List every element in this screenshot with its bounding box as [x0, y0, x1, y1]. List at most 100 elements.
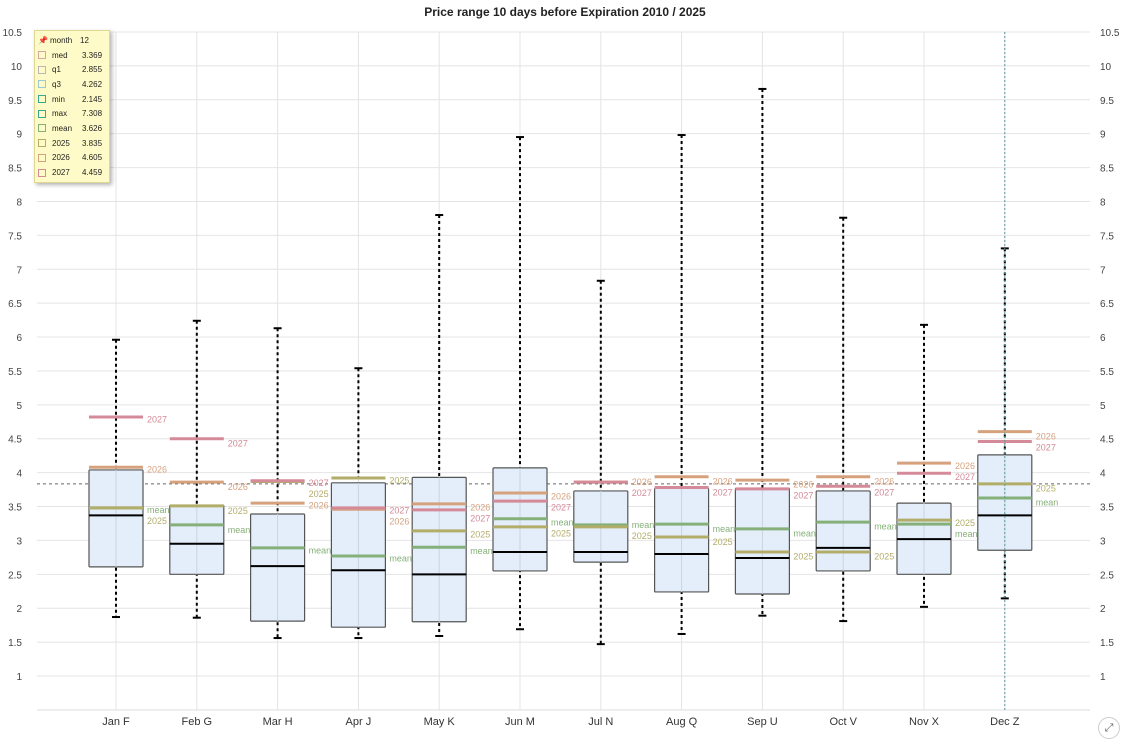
marker-label-2025: 2025	[389, 476, 409, 486]
x-tick-label: Nov X	[909, 716, 940, 728]
marker-label-mean: mean	[1036, 498, 1059, 508]
marker-label-2025: 2025	[955, 518, 975, 528]
y-tick-label-right: 5	[1100, 401, 1106, 412]
legend-row-q3: q3 4.262	[38, 77, 106, 92]
y-tick-label-right: 1	[1100, 672, 1106, 683]
y-tick-label-left: 6	[16, 333, 22, 344]
y-tick-label-right: 4	[1100, 469, 1106, 480]
marker-label-2025: 2025	[713, 537, 733, 547]
pin-icon[interactable]: 📌	[38, 35, 48, 45]
expand-icon[interactable]: ⤢	[1098, 717, 1120, 739]
y-tick-label-left: 4.5	[8, 435, 22, 446]
y-tick-label-left: 10.5	[3, 28, 23, 39]
marker-label-2027: 2027	[389, 505, 409, 515]
legend-value: 3.626	[82, 123, 103, 133]
marker-label-2025: 2025	[309, 489, 329, 499]
y-tick-label-right: 6	[1100, 333, 1106, 344]
legend-row-month: 📌 month 12	[38, 33, 106, 48]
marker-label-2027: 2027	[874, 487, 894, 497]
legend-value: 7.308	[82, 109, 103, 119]
legend-key: q3	[52, 79, 61, 89]
marker-label-2025: 2025	[551, 528, 571, 538]
marker-label-2026: 2026	[147, 464, 167, 474]
y-tick-label-right: 1.5	[1100, 638, 1114, 649]
y-tick-label-left: 8.5	[8, 164, 22, 175]
legend-row-2025: 2025 3.835	[38, 136, 106, 151]
marker-label-2026: 2026	[1036, 431, 1056, 441]
legend-swatch	[38, 109, 46, 118]
legend-key: min	[52, 94, 65, 104]
marker-label-2027: 2027	[228, 439, 248, 449]
y-tick-label-left: 2.5	[8, 570, 22, 581]
legend-key: 2026	[52, 153, 70, 163]
marker-label-2026: 2026	[713, 477, 733, 487]
marker-label-2027: 2027	[793, 491, 813, 501]
y-tick-label-right: 8.5	[1100, 164, 1114, 175]
x-tick-label: Apr J	[346, 716, 372, 728]
y-tick-label-right: 9	[1100, 130, 1106, 141]
y-tick-label-right: 3.5	[1100, 503, 1114, 514]
y-tick-label-right: 9.5	[1100, 96, 1114, 107]
y-tick-label-left: 1	[16, 672, 22, 683]
marker-label-2026: 2026	[389, 516, 409, 526]
legend-row-q1: q1 2.855	[38, 62, 106, 77]
y-tick-label-left: 4	[16, 469, 22, 480]
y-tick-label-left: 1.5	[8, 638, 22, 649]
legend-value: 4.459	[82, 168, 103, 178]
legend-row-2026: 2026 4.605	[38, 151, 106, 166]
marker-label-mean: mean	[632, 520, 655, 530]
marker-label-2026: 2026	[793, 480, 813, 490]
legend-key: q1	[52, 65, 61, 75]
x-tick-label: Jun M	[505, 716, 535, 728]
marker-label-2025: 2025	[874, 552, 894, 562]
y-tick-label-left: 5	[16, 401, 22, 412]
legend-value: 4.262	[82, 79, 103, 89]
x-tick-label: Mar H	[263, 716, 293, 728]
y-tick-label-left: 6.5	[8, 299, 22, 310]
marker-label-2025: 2025	[470, 530, 490, 540]
y-tick-label-right: 10	[1100, 62, 1112, 73]
marker-label-2026: 2026	[632, 477, 652, 487]
y-tick-label-right: 5.5	[1100, 367, 1114, 378]
x-tick-label: Aug Q	[666, 716, 698, 728]
legend-row-min: min 2.145	[38, 92, 106, 107]
marker-label-mean: mean	[147, 505, 170, 515]
marker-label-2027: 2027	[470, 514, 490, 524]
marker-label-2026: 2026	[874, 476, 894, 486]
x-tick-label: Sep U	[747, 716, 778, 728]
y-tick-label-right: 10.5	[1100, 28, 1120, 39]
marker-label-mean: mean	[389, 554, 412, 564]
x-tick-label: Jan F	[102, 716, 130, 728]
y-tick-label-left: 2	[16, 604, 22, 615]
legend-key: max	[52, 109, 68, 119]
x-tick-label: Feb G	[182, 716, 213, 728]
marker-label-mean: mean	[228, 525, 251, 535]
marker-label-mean: mean	[309, 545, 332, 555]
y-tick-label-right: 8	[1100, 197, 1106, 208]
marker-label-mean: mean	[551, 517, 574, 527]
legend-key: med	[52, 50, 68, 60]
marker-label-2025: 2025	[1036, 484, 1056, 494]
legend-swatch	[38, 139, 46, 148]
y-tick-label-right: 7.5	[1100, 231, 1114, 242]
chart-title: Price range 10 days before Expiration 20…	[424, 5, 706, 19]
legend-value: 2.855	[82, 65, 103, 75]
marker-label-2026: 2026	[309, 501, 329, 511]
y-tick-label-right: 3	[1100, 536, 1106, 547]
marker-label-mean: mean	[874, 522, 897, 532]
y-tick-label-left: 8	[16, 197, 22, 208]
marker-label-2027: 2027	[713, 488, 733, 498]
legend-key: month	[50, 35, 73, 45]
marker-label-2025: 2025	[793, 551, 813, 561]
y-tick-label-right: 4.5	[1100, 435, 1114, 446]
marker-label-2027: 2027	[551, 503, 571, 513]
hover-legend: 📌 month 12 med 3.369 q1 2.855 q3 4.262 min 2.145 ma…	[34, 30, 110, 183]
legend-swatch	[38, 124, 46, 133]
marker-label-mean: mean	[713, 524, 736, 534]
legend-key: mean	[52, 123, 73, 133]
marker-label-2026: 2026	[228, 482, 248, 492]
marker-label-2026: 2026	[551, 492, 571, 502]
marker-label-2026: 2026	[955, 461, 975, 471]
y-tick-label-right: 6.5	[1100, 299, 1114, 310]
